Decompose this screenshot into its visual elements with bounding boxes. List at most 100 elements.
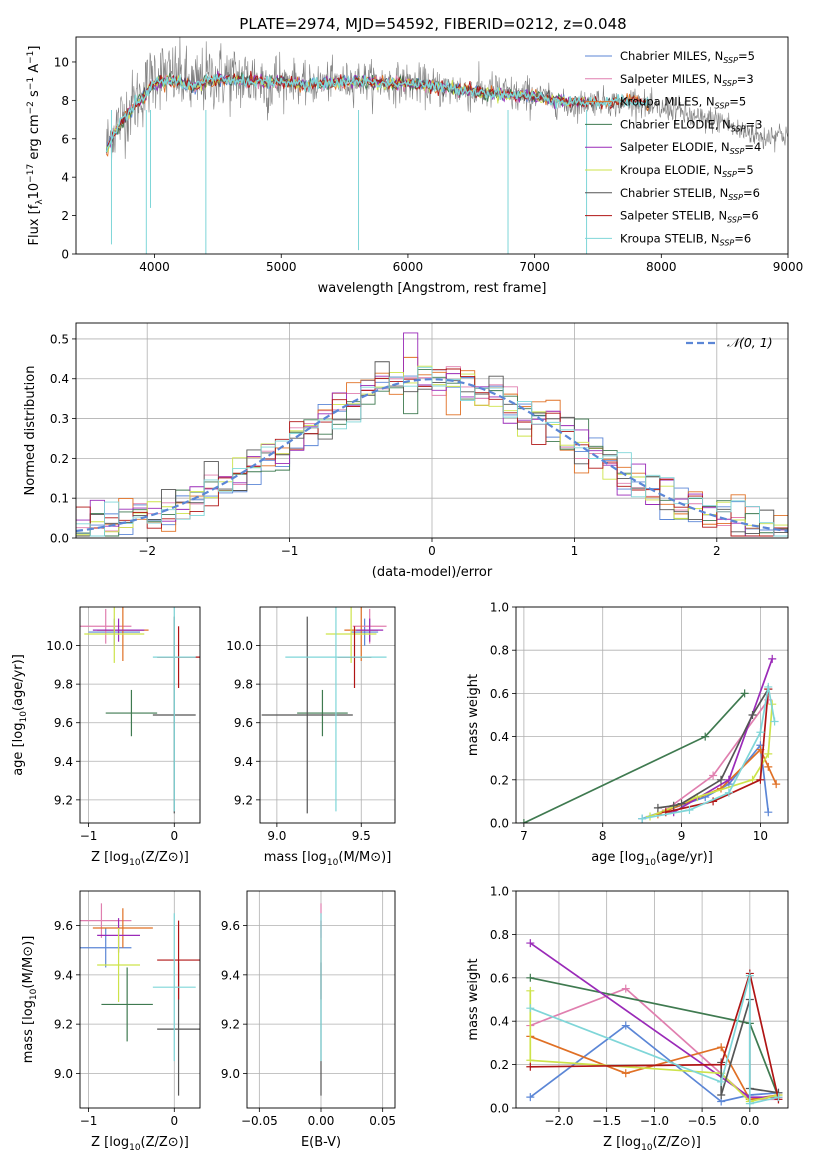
axes-frame <box>75 36 789 255</box>
x-tick-label: 0 <box>170 829 178 843</box>
legend-subscript: SSP <box>723 56 738 65</box>
x-tick-label: −1.0 <box>640 1114 669 1128</box>
x-axis-label: Z [log10(Z/Z⊙)] <box>91 850 189 868</box>
legend-text: Kroupa STELIB, N <box>620 231 720 245</box>
label-part: 10 <box>644 858 656 868</box>
y-tick-label: 0.2 <box>490 773 509 787</box>
label-part: Z [ <box>91 850 109 865</box>
y-axis-label: mass weight <box>466 674 481 756</box>
weight-line <box>530 970 780 1100</box>
label-part: A <box>27 64 42 77</box>
y-tick-label: 0.8 <box>490 644 509 658</box>
age_vs_Z-plot-area <box>80 607 200 814</box>
weight-marker <box>519 819 528 823</box>
weight-marker <box>526 973 535 982</box>
age_vs_mass-plot-area <box>261 607 387 814</box>
weight-marker <box>526 1062 535 1071</box>
y-tick-label: 0.2 <box>50 452 69 466</box>
mass_vs_Z-plot-area <box>80 903 200 1096</box>
label-part: erg cm <box>27 114 42 163</box>
age_vs_mass-panel: 9.0 9.5 9.2 9.4 9.6 9.8 10.0 mass [log10(M/M⊙)] <box>226 606 396 868</box>
x-tick-label: 1 <box>571 544 579 558</box>
weight-marker <box>709 771 718 780</box>
label-part: s <box>27 90 42 101</box>
histogram-step <box>76 365 788 538</box>
legend-text: Chabrier MILES, N <box>620 49 723 63</box>
mass_vs_ebv-panel: −0.05 0.00 0.05 9.0 9.2 9.4 9.6 E(B-V) <box>221 890 396 1150</box>
x-tick-label: 7000 <box>519 260 550 274</box>
x-tick-label: 9.0 <box>267 829 286 843</box>
label-part: Z [ <box>91 1135 109 1150</box>
label-part: −1 <box>26 77 36 90</box>
y-tick-label: 9.4 <box>54 755 73 769</box>
legend-label: Salpeter STELIB, NSSP=6 <box>620 209 759 225</box>
x-tick-label: 10 <box>753 829 768 843</box>
weight-marker <box>756 775 765 784</box>
label-part: 10 <box>27 183 42 200</box>
weight-marker <box>756 728 765 737</box>
y-tick-label: 9.6 <box>221 919 240 933</box>
label-part: 10 <box>29 988 39 1000</box>
legend-text: =6 <box>743 186 760 200</box>
label-part: log <box>11 723 26 743</box>
label-part: (M/M⊙)] <box>21 936 36 989</box>
legend-text: =5 <box>738 49 755 63</box>
x-tick-label: −1.5 <box>592 1114 621 1128</box>
y-tick-label: 9.0 <box>221 1067 240 1081</box>
y-tick-label: 0.8 <box>490 928 509 942</box>
label-part: l <box>27 234 42 238</box>
weight-marker <box>770 717 779 726</box>
axes-frame <box>246 890 396 1109</box>
legend-text: =3 <box>737 72 754 86</box>
x-tick-label: −1 <box>80 829 98 843</box>
legend-text: Salpeter MILES, N <box>620 72 722 86</box>
x-axis-label: E(B-V) <box>301 1135 341 1150</box>
y-tick-label: 6 <box>61 132 69 146</box>
axes-frame <box>75 322 789 539</box>
y-tick-label: 9.4 <box>234 755 253 769</box>
label-part: F <box>27 238 42 245</box>
y-axis-label: mass [log10(M/M⊙)] <box>21 936 39 1064</box>
legend-text: Kroupa MILES, N <box>620 95 715 109</box>
y-tick-label: 9.2 <box>234 793 253 807</box>
legend-label: Chabrier MILES, NSSP=5 <box>620 49 755 65</box>
weight-marker <box>621 984 630 993</box>
label-part: 10 <box>641 1143 653 1153</box>
histogram-step <box>76 366 788 538</box>
y-axis-label: Flux [fλ10−17 erg cm−2 s−1 A−1] <box>26 45 45 245</box>
axes-frame <box>515 890 789 1109</box>
mass_vs_Z-panel: −1 09.09.29.49.6Z [log10(Z/Z⊙)]mass [log1… <box>21 890 201 1153</box>
weight_vs_age-plot-area <box>519 654 781 823</box>
legend-subscript: SSP <box>720 238 735 247</box>
weight-marker <box>717 1077 726 1086</box>
label-part: log <box>625 850 645 865</box>
weight-marker <box>745 1099 754 1108</box>
weight-line <box>523 692 746 823</box>
x-tick-label: 8 <box>599 829 607 843</box>
y-tick-label: 9.8 <box>54 678 73 692</box>
figure-title: PLATE=2974, MJD=54592, FIBERID=0212, z=0… <box>239 15 626 33</box>
legend-text: =5 <box>729 95 746 109</box>
y-tick-label: 0.3 <box>50 412 69 426</box>
weight-marker <box>774 1093 783 1102</box>
x-tick-label: 9.5 <box>352 829 371 843</box>
x-axis-label: Z [log10(Z/Z⊙)] <box>91 1135 189 1153</box>
weight-marker <box>638 814 647 823</box>
label-part: 10 <box>129 1143 141 1153</box>
y-axis-label: Normed distribution <box>23 366 38 496</box>
x-tick-label: 0.00 <box>308 1114 335 1128</box>
legend-text: Chabrier STELIB, N <box>620 186 728 200</box>
y-tick-label: 10 <box>54 55 69 69</box>
weight-marker <box>717 1043 726 1052</box>
y-tick-label: 0.6 <box>490 971 509 985</box>
weight-marker <box>685 806 694 815</box>
label-part: ] <box>27 45 42 50</box>
weight-marker <box>701 732 710 741</box>
weight-marker <box>764 749 773 758</box>
x-tick-label: −2 <box>138 544 156 558</box>
x-tick-label: 8000 <box>646 260 677 274</box>
spectrum-model-line <box>105 70 649 154</box>
weight-marker <box>740 689 749 698</box>
x-tick-label: −0.05 <box>241 1114 278 1128</box>
